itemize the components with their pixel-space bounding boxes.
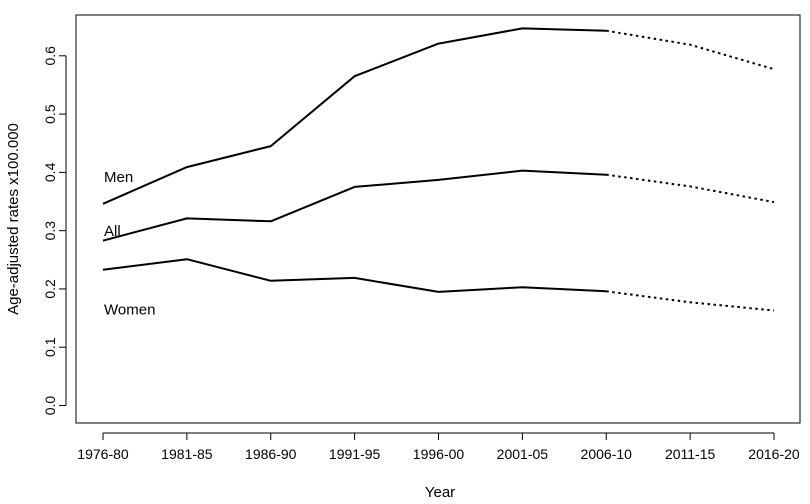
- y-tick-label: 0.2: [42, 279, 58, 299]
- plot-frame: [75, 14, 801, 424]
- data-point-women: [270, 280, 272, 282]
- y-tick-label: 0.1: [42, 337, 58, 357]
- series-line-women-projected: [606, 290, 775, 312]
- series-label-women: Women: [104, 301, 155, 318]
- x-tick-label: 2016-20: [748, 446, 800, 462]
- data-point-all: [773, 201, 775, 203]
- series-line-all-projected: [606, 173, 775, 204]
- data-point-women: [102, 269, 104, 271]
- data-point-men: [773, 68, 775, 70]
- x-axis: 1976-80 1981-85 1986-90 1991-95 1996-00 2001-…: [77, 432, 800, 462]
- data-point-all: [689, 185, 691, 187]
- y-tick-label: 0.0: [42, 396, 58, 416]
- data-point-all: [270, 220, 272, 222]
- y-tick-label: 0.6: [42, 46, 58, 66]
- series-labels: Men All Women: [104, 169, 155, 318]
- y-axis-title: Age-adjusted rates x100.000: [5, 123, 22, 315]
- data-point-women: [521, 286, 523, 288]
- series-line-all-observed: [102, 169, 607, 242]
- x-tick-label: 1976-80: [77, 446, 129, 462]
- data-point-men: [689, 44, 691, 46]
- data-point-women: [186, 258, 188, 260]
- data-point-men: [354, 75, 356, 77]
- data-point-men: [186, 166, 188, 168]
- data-point-men: [605, 30, 607, 32]
- series-lines: [102, 27, 775, 312]
- x-axis-title: Year: [425, 484, 455, 501]
- x-tick-label: 2006-10: [581, 446, 633, 462]
- x-tick-label: 2011-15: [665, 446, 716, 462]
- series-label-all: All: [104, 223, 121, 240]
- y-tick-label: 0.4: [42, 162, 58, 182]
- series-line-men-projected: [606, 29, 775, 71]
- data-point-women: [438, 291, 440, 293]
- x-tick-label: 2001-05: [497, 446, 549, 462]
- y-tick-label: 0.3: [42, 221, 58, 241]
- data-point-women: [773, 310, 775, 312]
- series-line-women-observed: [102, 258, 607, 293]
- data-point-all: [186, 217, 188, 219]
- data-point-all: [354, 186, 356, 188]
- data-point-men: [438, 43, 440, 45]
- data-point-men: [270, 145, 272, 147]
- data-point-all: [521, 170, 523, 172]
- x-tick-label: 1996-00: [413, 446, 465, 462]
- data-point-men: [521, 27, 523, 29]
- data-point-women: [689, 301, 691, 303]
- x-tick-label: 1981-85: [161, 446, 213, 462]
- data-point-women: [354, 277, 356, 279]
- x-tick-label: 1986-90: [245, 446, 297, 462]
- y-tick-label: 0.5: [42, 104, 58, 124]
- series-line-men-observed: [102, 27, 607, 205]
- series-label-men: Men: [104, 169, 133, 186]
- x-tick-label: 1991-95: [329, 446, 381, 462]
- data-point-all: [605, 174, 607, 176]
- data-point-men: [102, 203, 104, 205]
- data-point-women: [605, 290, 607, 292]
- data-point-all: [438, 179, 440, 181]
- y-axis: 0.0 0.1 0.2 0.3 0.4 0.5 0.6: [42, 46, 67, 416]
